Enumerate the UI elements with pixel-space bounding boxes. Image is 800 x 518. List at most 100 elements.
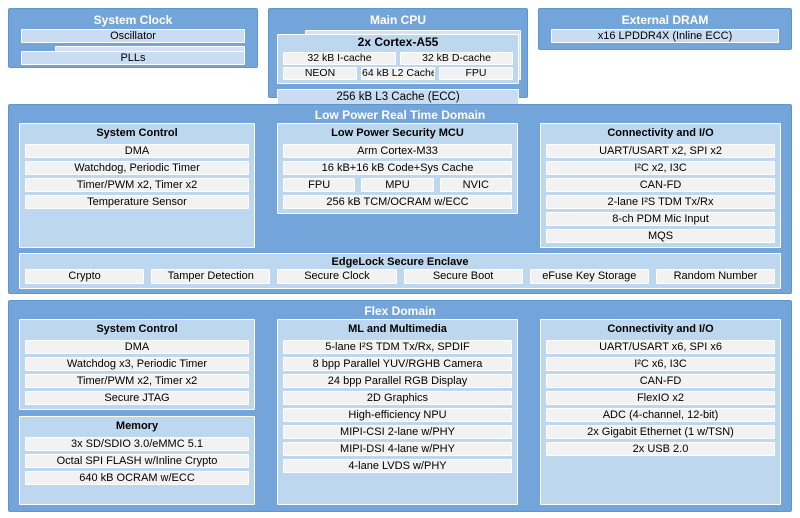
cpu-cell: 32 kB D-cache	[400, 52, 513, 65]
domain-flex: Flex Domain System Control DMA Watchdog x…	[8, 300, 792, 512]
item-bar: MIPI-DSI 4-lane w/PHY	[283, 442, 512, 456]
flex-connectivity-items: UART/USART x6, SPI x6 I²C x6, I3C CAN-FD Fl…	[546, 340, 775, 456]
panel-lp-system-control: System Control DMA Watchdog, Periodic Tim…	[19, 123, 255, 248]
item-bar: 2-lane I²S TDM Tx/Rx	[546, 195, 775, 209]
item-bar: 8 bpp Parallel YUV/RGHB Camera	[283, 357, 512, 371]
enclave-cell: Random Number	[655, 269, 776, 284]
low-power-columns: System Control DMA Watchdog, Periodic Tim…	[19, 123, 781, 248]
item-bar: UART/USART x2, SPI x2	[546, 144, 775, 158]
block-main-cpu: Main CPU 2x Cortex-A55 32 kB I-cache 32 k…	[268, 8, 528, 105]
item-bar: 2x Gigabit Ethernet (1 w/TSN)	[546, 425, 775, 439]
flex-left-column: System Control DMA Watchdog x3, Periodic …	[19, 319, 255, 505]
ml-multimedia-title: ML and Multimedia	[348, 323, 447, 335]
cpu-exec-row: NEON 64 kB L2 Cache FPU	[283, 67, 513, 80]
panel-lp-security-mcu: Low Power Security MCU Arm Cortex-M33 16 …	[277, 123, 518, 214]
item-bar: MPU	[361, 178, 434, 192]
item-bar: MIPI-CSI 2-lane w/PHY	[283, 425, 512, 439]
cpu-cell: 64 kB L2 Cache	[361, 67, 435, 80]
cpu-cell: NEON	[283, 67, 357, 80]
item-bar: 2D Graphics	[283, 391, 512, 405]
item-bar: Watchdog, Periodic Timer	[25, 161, 249, 175]
security-mcu-items-top: Arm Cortex-M33 16 kB+16 kB Code+Sys Cache	[283, 144, 512, 175]
main-cpu-title: Main CPU	[369, 13, 426, 27]
enclave-cell: Secure Boot	[403, 269, 523, 284]
enclave-cell: Secure Clock	[277, 269, 397, 284]
item-bar: 8-ch PDM Mic Input	[546, 212, 775, 226]
item-bar: 640 kB OCRAM w/ECC	[25, 471, 249, 485]
flex-connectivity-title: Connectivity and I/O	[607, 323, 714, 335]
panel-flex-connectivity: Connectivity and I/O UART/USART x6, SPI …	[540, 319, 781, 505]
top-row: System Clock Oscillator PLLs Main CPU 2x…	[8, 8, 792, 105]
item-bar: CAN-FD	[546, 178, 775, 192]
cortex-stack: 2x Cortex-A55 32 kB I-cache 32 kB D-cache…	[277, 30, 521, 84]
plls-bar: PLLs	[21, 51, 245, 65]
external-dram-title: External DRAM	[621, 13, 709, 27]
item-bar: 24 bpp Parallel RGB Display	[283, 374, 512, 388]
item-bar: DMA	[25, 144, 249, 158]
flex-system-control-items: DMA Watchdog x3, Periodic Timer Timer/PWM …	[25, 340, 249, 405]
panel-flex-system-control: System Control DMA Watchdog x3, Periodic …	[19, 319, 255, 410]
cortex-a55-box: 2x Cortex-A55 32 kB I-cache 32 kB D-cache…	[277, 34, 519, 84]
item-bar: Arm Cortex-M33	[283, 144, 512, 158]
item-bar: High-efficiency NPU	[283, 408, 512, 422]
domain-low-power-real-time: Low Power Real Time Domain System Contro…	[8, 104, 792, 294]
lp-connectivity-title: Connectivity and I/O	[607, 127, 714, 139]
lp-connectivity-items: UART/USART x2, SPI x2 I²C x2, I3C CAN-FD 2-…	[546, 144, 775, 243]
item-bar: 5-lane I²S TDM Tx/Rx, SPDIF	[283, 340, 512, 354]
cortex-a55-title: 2x Cortex-A55	[357, 35, 439, 49]
cpu-cell: FPU	[439, 67, 513, 80]
l3-cache-bar: 256 kB L3 Cache (ECC)	[277, 89, 519, 105]
item-bar: 4-lane LVDS w/PHY	[283, 459, 512, 473]
security-mcu-items-bottom: 256 kB TCM/OCRAM w/ECC	[283, 195, 512, 209]
panel-ml-multimedia: ML and Multimedia 5-lane I²S TDM Tx/Rx, …	[277, 319, 518, 505]
item-bar: ADC (4-channel, 12-bit)	[546, 408, 775, 422]
enclave-cell: Crypto	[25, 269, 145, 284]
ml-multimedia-items: 5-lane I²S TDM Tx/Rx, SPDIF 8 bpp Paralle…	[283, 340, 512, 473]
item-bar: Timer/PWM x2, Timer x2	[25, 178, 249, 192]
item-bar: DMA	[25, 340, 249, 354]
item-bar: Temperature Sensor	[25, 195, 249, 209]
memory-items: 3x SD/SDIO 3.0/eMMC 5.1 Octal SPI FLASH w…	[25, 437, 249, 485]
low-power-domain-title: Low Power Real Time Domain	[314, 108, 486, 122]
lp-system-control-title: System Control	[96, 127, 178, 139]
item-bar: NVIC	[439, 178, 512, 192]
item-bar: Watchdog x3, Periodic Timer	[25, 357, 249, 371]
item-bar: CAN-FD	[546, 374, 775, 388]
item-bar: FPU	[283, 178, 356, 192]
lpddr4x-bar: x16 LPDDR4X (Inline ECC)	[551, 29, 779, 43]
security-mcu-sub-row: FPU MPU NVIC	[283, 178, 512, 192]
enclave-cell: eFuse Key Storage	[529, 269, 649, 284]
memory-title: Memory	[115, 420, 159, 432]
item-bar: 256 kB TCM/OCRAM w/ECC	[283, 195, 512, 209]
security-mcu-title: Low Power Security MCU	[331, 127, 464, 139]
item-bar: 3x SD/SDIO 3.0/eMMC 5.1	[25, 437, 249, 451]
flex-columns: System Control DMA Watchdog x3, Periodic …	[19, 319, 781, 505]
flex-domain-title: Flex Domain	[364, 304, 436, 318]
cpu-cell: 32 kB I-cache	[283, 52, 396, 65]
item-bar: Timer/PWM x2, Timer x2	[25, 374, 249, 388]
plls-stack: PLLs	[21, 46, 245, 65]
cpu-cache-row: 32 kB I-cache 32 kB D-cache	[283, 52, 513, 65]
item-bar: FlexIO x2	[546, 391, 775, 405]
system-clock-body: Oscillator PLLs	[21, 29, 245, 65]
system-clock-title: System Clock	[93, 13, 173, 27]
item-bar: MQS	[546, 229, 775, 243]
item-bar: I²C x2, I3C	[546, 161, 775, 175]
lp-system-control-items: DMA Watchdog, Periodic Timer Timer/PWM x2,…	[25, 144, 249, 209]
flex-system-control-title: System Control	[96, 323, 178, 335]
item-bar: 16 kB+16 kB Code+Sys Cache	[283, 161, 512, 175]
item-bar: UART/USART x6, SPI x6	[546, 340, 775, 354]
item-bar: 2x USB 2.0	[546, 442, 775, 456]
panel-edgelock-secure-enclave: EdgeLock Secure Enclave Crypto Tamper Det…	[19, 253, 781, 289]
item-bar: I²C x6, I3C	[546, 357, 775, 371]
block-system-clock: System Clock Oscillator PLLs	[8, 8, 258, 68]
edgelock-title: EdgeLock Secure Enclave	[331, 256, 469, 268]
panel-lp-connectivity: Connectivity and I/O UART/USART x2, SPI …	[540, 123, 781, 248]
panel-memory: Memory 3x SD/SDIO 3.0/eMMC 5.1 Octal SPI …	[19, 416, 255, 505]
block-external-dram: External DRAM x16 LPDDR4X (Inline ECC)	[538, 8, 792, 50]
item-bar: Secure JTAG	[25, 391, 249, 405]
item-bar: Octal SPI FLASH w/Inline Crypto	[25, 454, 249, 468]
enclave-cell: Tamper Detection	[151, 269, 271, 284]
edgelock-items: Crypto Tamper Detection Secure Clock Secure…	[25, 269, 776, 284]
